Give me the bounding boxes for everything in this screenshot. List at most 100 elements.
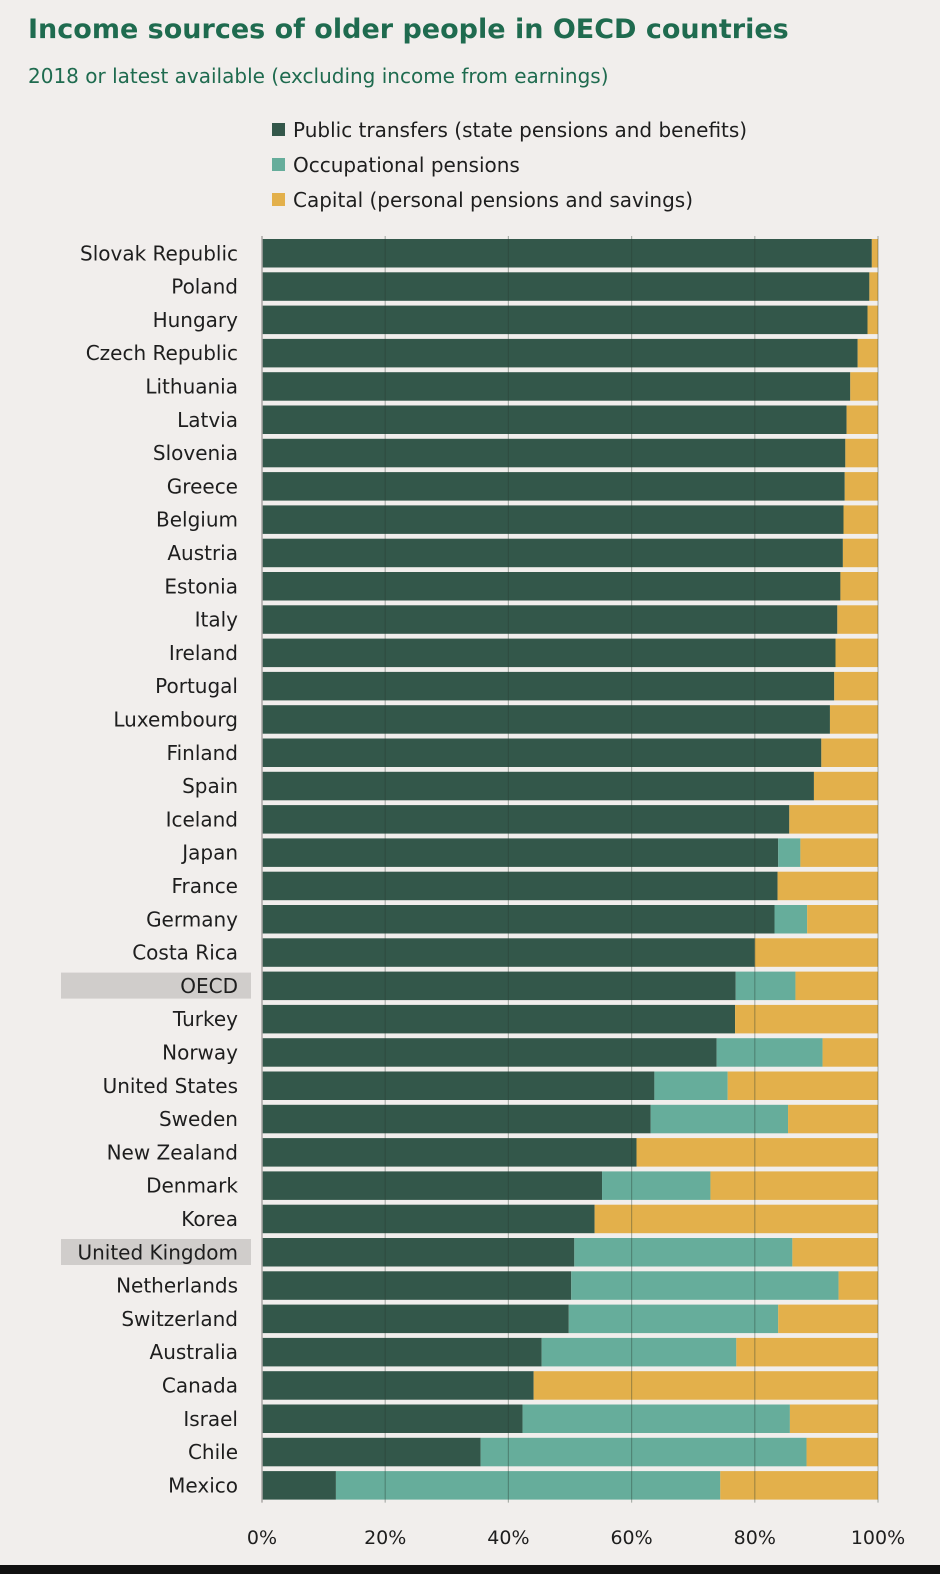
category-label-japan: Japan: [180, 841, 238, 865]
chart-title: Income sources of older people in OECD c…: [28, 14, 789, 45]
category-label-chile: Chile: [188, 1440, 238, 1464]
bar-germany-public: [262, 905, 775, 934]
category-label-slovak-republic: Slovak Republic: [80, 241, 238, 265]
bar-greece-public: [262, 472, 845, 501]
bar-italy-capital: [837, 605, 878, 634]
bar-united-kingdom-public: [262, 1238, 575, 1267]
category-label-australia: Australia: [150, 1340, 238, 1364]
bar-netherlands-capital: [838, 1271, 878, 1300]
bar-oecd-capital: [795, 971, 878, 1001]
bar-lithuania-public: [262, 372, 851, 401]
category-label-portugal: Portugal: [155, 674, 238, 698]
legend-swatch-occupational-pensions: [272, 158, 285, 171]
legend-label-public-transfers: Public transfers (state pensions and ben…: [293, 117, 748, 142]
bar-iceland-capital: [789, 805, 878, 834]
category-label-france: France: [171, 874, 238, 898]
bar-latvia-capital: [846, 405, 878, 434]
bar-united-states-occupational: [654, 1071, 728, 1100]
bottom-border: [0, 1565, 940, 1574]
bar-italy-public: [262, 605, 838, 634]
category-label-slovenia: Slovenia: [153, 441, 238, 465]
category-label-lithuania: Lithuania: [145, 374, 238, 398]
bar-spain-public: [262, 771, 814, 801]
bar-canada-public: [262, 1371, 534, 1400]
bar-norway-capital: [822, 1038, 878, 1067]
category-label-belgium: Belgium: [156, 508, 238, 532]
chart-subtitle: 2018 or latest available (excluding inco…: [28, 64, 609, 88]
bar-united-kingdom-capital: [792, 1238, 878, 1267]
bar-denmark-capital: [710, 1171, 878, 1200]
bar-korea-public: [262, 1204, 595, 1234]
bar-costa-rica-capital: [754, 938, 878, 967]
bar-israel-capital: [789, 1404, 878, 1433]
bar-australia-capital: [736, 1337, 878, 1367]
category-label-greece: Greece: [167, 474, 238, 498]
bar-australia-occupational: [541, 1337, 737, 1367]
bar-switzerland-occupational: [568, 1304, 779, 1334]
bar-new-zealand-public: [262, 1138, 637, 1167]
bar-germany-capital: [807, 905, 878, 934]
bar-ireland-capital: [835, 638, 878, 668]
bar-poland-capital: [869, 272, 878, 301]
highlight-box-united-kingdom: [61, 1239, 251, 1265]
bar-canada-capital: [533, 1371, 878, 1400]
legend-item-public-transfers: Public transfers (state pensions and ben…: [272, 112, 747, 147]
category-label-hungary: Hungary: [153, 308, 239, 332]
bar-chile-capital: [806, 1437, 878, 1467]
bar-denmark-public: [262, 1171, 603, 1200]
bar-ireland-public: [262, 638, 836, 668]
legend-item-capital: Capital (personal pensions and savings): [272, 182, 747, 217]
bar-mexico-public: [262, 1471, 336, 1500]
bar-denmark-occupational: [602, 1171, 711, 1200]
bar-oecd-occupational: [735, 971, 796, 1001]
category-label-denmark: Denmark: [146, 1174, 238, 1198]
category-label-mexico: Mexico: [168, 1473, 238, 1497]
bar-united-states-capital: [727, 1071, 878, 1100]
legend-swatch-capital: [272, 193, 285, 206]
bar-slovak-republic-capital: [871, 239, 878, 268]
x-tick-label-100: 100%: [851, 1527, 905, 1549]
category-label-italy: Italy: [195, 608, 239, 632]
bar-belgium-public: [262, 505, 844, 534]
category-label-germany: Germany: [146, 907, 238, 931]
legend-swatch-public-transfers: [272, 123, 285, 136]
bar-israel-public: [262, 1404, 523, 1433]
category-label-czech-republic: Czech Republic: [86, 341, 238, 365]
bar-turkey-capital: [735, 1004, 878, 1034]
bar-sweden-capital: [788, 1104, 878, 1134]
bar-estonia-public: [262, 572, 841, 601]
bar-mexico-occupational: [335, 1471, 721, 1500]
bar-finland-capital: [821, 738, 878, 767]
x-tick-label-60: 60%: [610, 1527, 652, 1549]
bar-netherlands-public: [262, 1271, 572, 1300]
bar-mexico-capital: [720, 1471, 878, 1500]
bar-israel-occupational: [522, 1404, 790, 1433]
bar-latvia-public: [262, 405, 847, 434]
bar-chile-occupational: [480, 1437, 807, 1467]
x-tick-label-80: 80%: [734, 1527, 776, 1549]
bar-oecd-public: [262, 971, 736, 1001]
bar-iceland-public: [262, 805, 790, 834]
bar-netherlands-occupational: [571, 1271, 839, 1300]
bar-slovenia-public: [262, 438, 846, 468]
bar-japan-capital: [800, 838, 878, 867]
bar-czech-republic-capital: [857, 338, 878, 368]
category-label-israel: Israel: [183, 1407, 238, 1431]
bar-norway-public: [262, 1038, 717, 1067]
x-tick-label-20: 20%: [364, 1527, 406, 1549]
bar-norway-occupational: [716, 1038, 823, 1067]
bar-costa-rica-public: [262, 938, 755, 967]
category-label-poland: Poland: [171, 275, 238, 299]
category-label-iceland: Iceland: [166, 807, 238, 831]
bar-austria-capital: [842, 538, 878, 568]
category-label-united-states: United States: [103, 1074, 238, 1098]
bar-czech-republic-public: [262, 338, 858, 368]
chart-legend: Public transfers (state pensions and ben…: [272, 112, 747, 217]
category-label-austria: Austria: [167, 541, 238, 565]
legend-label-capital: Capital (personal pensions and savings): [293, 187, 693, 212]
category-label-costa-rica: Costa Rica: [132, 941, 238, 965]
x-tick-label-40: 40%: [487, 1527, 529, 1549]
bar-turkey-public: [262, 1004, 736, 1034]
category-label-switzerland: Switzerland: [121, 1307, 238, 1331]
category-label-finland: Finland: [167, 741, 238, 765]
